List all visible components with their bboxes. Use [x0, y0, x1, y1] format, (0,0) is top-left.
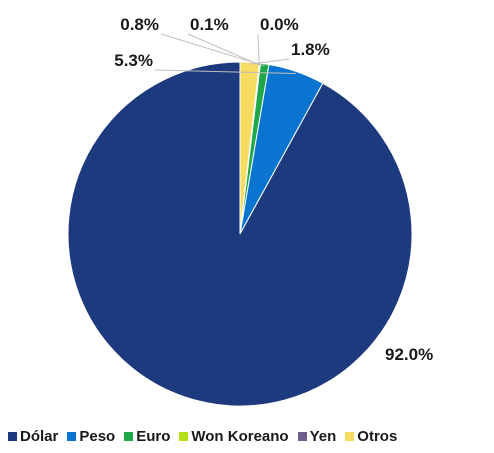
data-label-won-koreano: 0.1% — [190, 15, 229, 34]
legend-label-dolar: Dólar — [20, 427, 59, 445]
pie-slices — [67, 61, 413, 407]
data-label-euro: 0.8% — [120, 15, 159, 34]
leader-lines — [154, 33, 297, 75]
legend-label-euro: Euro — [136, 427, 171, 445]
data-labels: 92.0% 5.3% 0.8% 0.1% 0.0% 1.8% — [114, 15, 433, 364]
legend-label-otros: Otros — [357, 427, 398, 445]
legend-swatch-won-koreano — [179, 431, 189, 441]
legend-swatch-euro — [124, 431, 134, 441]
leader-line-won-koreano — [187, 33, 260, 66]
legend-label-won-koreano: Won Koreano — [191, 427, 289, 445]
legend-item-dolar: Dólar — [8, 428, 58, 445]
data-label-otros: 1.8% — [291, 40, 330, 59]
legend-swatch-yen — [297, 431, 307, 441]
legend-item-euro: Euro — [124, 428, 170, 445]
legend-item-otros: Otros — [345, 428, 397, 445]
legend-swatch-otros — [345, 431, 355, 441]
legend: Dólar Peso Euro Won Koreano Yen Otros — [8, 425, 494, 447]
leader-line-peso — [154, 69, 297, 75]
leader-line-otros — [249, 58, 290, 65]
data-label-yen: 0.0% — [260, 15, 299, 34]
data-label-dolar: 92.0% — [385, 345, 433, 364]
leader-line-euro — [160, 33, 265, 67]
legend-item-peso: Peso — [67, 428, 115, 445]
legend-label-peso: Peso — [79, 427, 116, 445]
legend-item-won-koreano: Won Koreano — [179, 427, 289, 445]
pie-slice-dolar — [67, 61, 413, 407]
legend-swatch-dolar — [8, 431, 17, 441]
legend-item-yen: Yen — [297, 427, 337, 445]
data-label-peso: 5.3% — [114, 51, 153, 70]
legend-swatch-peso — [67, 431, 77, 441]
legend-label-yen: Yen — [309, 427, 337, 445]
leader-line-yen — [257, 33, 260, 66]
